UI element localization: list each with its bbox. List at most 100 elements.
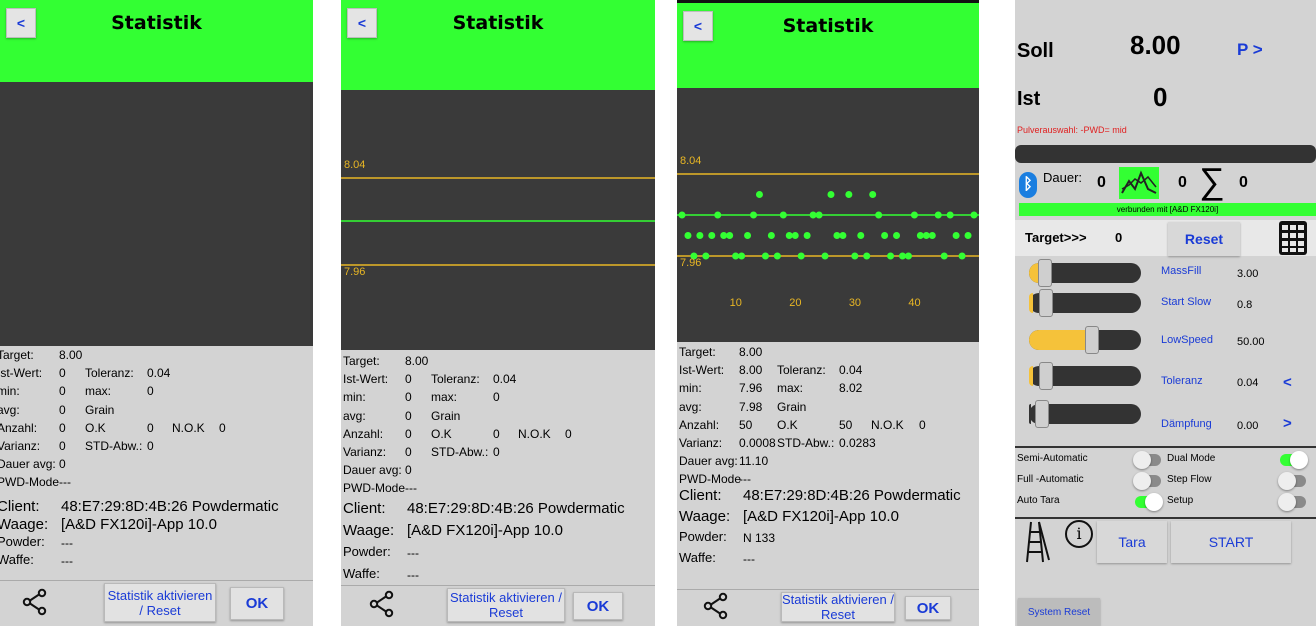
soll-value: 8.00 <box>1130 30 1181 60</box>
stat-client-label: Client: <box>0 498 40 515</box>
data-point <box>738 252 746 260</box>
stat-varianz-label: Varianz: <box>679 436 723 450</box>
slider-label: Dämpfung <box>1161 418 1212 430</box>
stat-tol: 0.04 <box>839 363 863 378</box>
slider-lowspeed[interactable] <box>1029 326 1141 354</box>
slider-start-slow[interactable] <box>1029 289 1141 317</box>
stat-unit: Grain <box>85 402 115 417</box>
stat-varianz: 0 <box>405 445 412 459</box>
increase-button[interactable]: > <box>1283 415 1292 432</box>
stat-ist-label: Ist-Wert: <box>0 366 43 381</box>
stat-nok-label: N.O.K <box>871 417 904 432</box>
data-point <box>904 252 912 260</box>
data-point <box>815 211 823 219</box>
toggle-dual-mode[interactable] <box>1280 451 1308 469</box>
statistik-reset-button[interactable]: Statistik aktivieren / Reset <box>447 588 565 622</box>
info-icon[interactable]: i <box>1065 520 1093 548</box>
toggle-full-automatic[interactable] <box>1133 472 1161 490</box>
slider-massfill[interactable] <box>1029 259 1141 287</box>
statistics-table: Target: 8.00 Ist-Wert: 8.00 Toleranz: 0.04 min… <box>677 343 979 590</box>
screen-title: Statistik <box>111 12 202 34</box>
ist-label: Ist <box>1017 88 1041 110</box>
share-icon[interactable] <box>703 592 729 626</box>
data-point <box>958 252 966 260</box>
stat-anzahl: 0 <box>59 420 66 435</box>
stat-ist: 0 <box>59 366 66 381</box>
ladder-icon[interactable] <box>1025 520 1051 569</box>
stat-max-label: max: <box>431 390 458 405</box>
slider-handle[interactable] <box>1035 400 1049 428</box>
ok-button[interactable]: OK <box>573 592 623 620</box>
start-button[interactable]: START <box>1171 521 1291 563</box>
back-button[interactable]: < <box>347 8 377 38</box>
back-button[interactable]: < <box>683 11 713 41</box>
data-point <box>797 252 805 260</box>
slider-value: 0.00 <box>1237 420 1259 432</box>
toggle-semi-automatic[interactable] <box>1133 451 1161 469</box>
stat-anzahl-label: Anzahl: <box>343 426 384 441</box>
stat-ok-label: O.K <box>431 426 452 441</box>
toggle-knob <box>1278 472 1296 490</box>
data-point <box>934 211 942 219</box>
data-point <box>779 211 787 219</box>
data-point <box>881 232 889 239</box>
data-point <box>732 252 740 260</box>
statistics-plot <box>0 82 313 346</box>
tolerance-label: 8.04 <box>344 159 366 171</box>
stat-target-label: Target: <box>679 345 716 359</box>
data-point <box>887 252 895 260</box>
stat-min: 0 <box>59 384 66 399</box>
stat-nok: 0 <box>219 420 226 435</box>
stat-avg: 0 <box>405 408 412 423</box>
data-point <box>845 191 853 198</box>
stat-min-label: min: <box>679 381 702 396</box>
toggle-label: Dual Mode <box>1167 453 1216 464</box>
stat-dauer-label: Dauer avg: <box>679 454 738 469</box>
share-icon[interactable] <box>369 590 395 625</box>
data-point <box>708 232 716 239</box>
toggle-label: Semi-Automatic <box>1017 453 1088 464</box>
reset-button[interactable]: Reset <box>1168 222 1240 256</box>
data-point <box>833 232 841 239</box>
stat-powder-label: Powder: <box>679 529 727 544</box>
stat-max: 8.02 <box>839 381 863 396</box>
tara-button[interactable]: Tara <box>1097 521 1167 563</box>
divider <box>1015 517 1316 519</box>
system-reset-button[interactable]: System Reset <box>1018 598 1100 626</box>
decrease-button[interactable]: < <box>1283 374 1292 391</box>
statistik-reset-button[interactable]: Statistik aktivieren / Reset <box>104 583 216 622</box>
slider-handle[interactable] <box>1039 362 1054 390</box>
graph-icon[interactable] <box>1119 167 1159 199</box>
stat-min-label: min: <box>343 390 366 405</box>
statistik-reset-button[interactable]: Statistik aktivieren / Reset <box>781 592 895 622</box>
keypad-icon[interactable] <box>1279 221 1307 255</box>
stat-max: 0 <box>493 390 500 405</box>
slider-handle[interactable] <box>1039 289 1054 317</box>
stat-pwd: --- <box>739 472 751 487</box>
statistik-screen-2: < Statistik 8.04 7.96 Target: 8.00 Ist-Wert: 0 T… <box>341 0 655 626</box>
ok-button[interactable]: OK <box>230 587 284 620</box>
back-button[interactable]: < <box>6 8 36 38</box>
stat-waffe: --- <box>743 552 755 566</box>
slider-handle[interactable] <box>1085 326 1100 354</box>
program-button[interactable]: P > <box>1237 40 1263 59</box>
data-point <box>827 191 835 198</box>
slider-toleranz[interactable] <box>1029 362 1141 390</box>
stat-nok-label: N.O.K <box>172 420 205 435</box>
share-icon[interactable] <box>22 588 48 623</box>
toggle-setup[interactable] <box>1278 493 1306 511</box>
stat-tol: 0.04 <box>147 366 171 381</box>
slider-label: LowSpeed <box>1161 334 1213 346</box>
stat-waage: [A&D FX120i]-App 10.0 <box>743 508 899 525</box>
stat-max-label: max: <box>777 381 804 396</box>
toggle-auto-tara[interactable] <box>1135 493 1163 511</box>
toggle-knob <box>1145 493 1163 511</box>
toggle-step-flow[interactable] <box>1278 472 1306 490</box>
sum-value: 0 <box>1239 174 1248 191</box>
x-tick-label: 30 <box>848 297 862 309</box>
slider-d-mpfung[interactable] <box>1029 400 1141 428</box>
slider-handle[interactable] <box>1038 259 1053 287</box>
stat-nok: 0 <box>919 417 926 432</box>
data-point <box>863 252 871 260</box>
ok-button[interactable]: OK <box>905 596 951 620</box>
